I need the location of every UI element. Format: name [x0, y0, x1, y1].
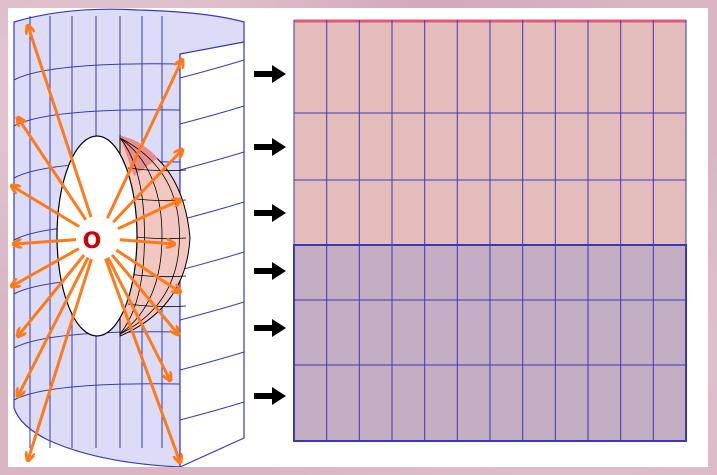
projection-rays — [12, 26, 182, 462]
sphere-meridian — [119, 137, 163, 335]
cylinder-parallel — [13, 331, 181, 349]
map-grid — [293, 20, 687, 442]
projection-ray — [12, 186, 80, 228]
projection-ray — [28, 258, 93, 460]
pointer-arrow — [254, 319, 286, 337]
projection-ray — [18, 256, 90, 396]
pointer-arrow — [254, 138, 286, 156]
projection-ray — [18, 118, 88, 221]
cylinder-parallel — [13, 63, 181, 81]
cylinder-outer-parallel — [179, 251, 245, 271]
projection-ray — [18, 254, 86, 336]
projection-ray — [14, 238, 77, 244]
cylindrical-projection-diagram: O — [8, 8, 687, 467]
projection-ray — [110, 253, 178, 334]
unrolled-map — [293, 19, 687, 442]
pointer-arrow — [254, 387, 286, 405]
projection-ray — [119, 238, 174, 244]
projection-ray — [28, 26, 93, 218]
cylinder-outer-parallel — [179, 151, 245, 171]
sphere-grid — [119, 137, 187, 335]
cylinder-outer-parallel — [179, 401, 245, 421]
projection-ray — [106, 256, 170, 380]
projection-ray — [115, 248, 180, 292]
sphere-meridian — [119, 137, 180, 335]
cylinder-outer-parallel — [179, 105, 245, 125]
cylinder-outer-parallel — [179, 301, 245, 321]
diagram-panel: O — [8, 8, 708, 467]
cylinder-outer-parallel — [179, 351, 245, 371]
pointer-arrow — [254, 65, 286, 83]
sphere-parallel — [127, 167, 187, 172]
projection-ray — [104, 258, 180, 462]
sphere-meridian — [119, 137, 145, 335]
pointer-arrow — [254, 262, 286, 280]
projection-ray — [117, 200, 180, 231]
pointer-arrows — [254, 65, 286, 405]
origin-label: O — [83, 229, 102, 254]
cylinder-outer-parallel — [179, 59, 245, 79]
pointer-arrow — [254, 204, 286, 222]
projection-ray — [12, 247, 80, 286]
projection-ray — [106, 60, 182, 219]
projection-ray — [112, 150, 182, 224]
